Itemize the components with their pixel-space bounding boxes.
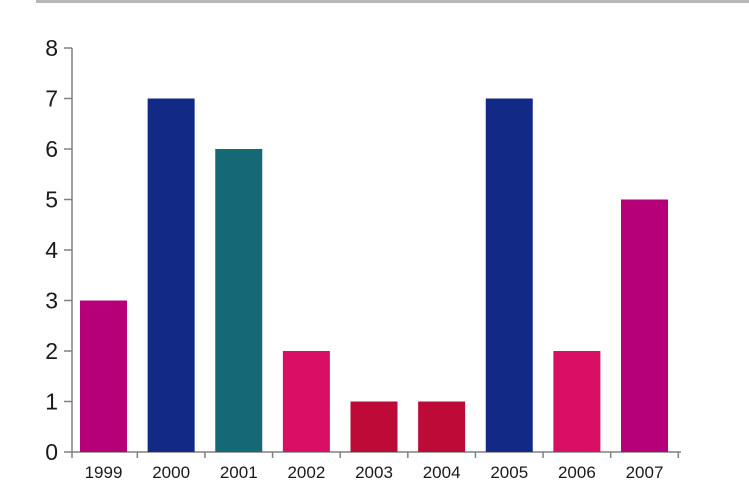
bar-2004 bbox=[418, 401, 466, 452]
x-tick-label: 2003 bbox=[355, 463, 393, 482]
y-tick-label: 7 bbox=[45, 86, 58, 112]
bar-2003 bbox=[350, 401, 398, 452]
bar-2001 bbox=[215, 149, 263, 452]
y-tick-label: 6 bbox=[45, 136, 58, 162]
top-divider-line bbox=[36, 0, 749, 3]
x-tick-label: 2007 bbox=[626, 463, 664, 482]
bars bbox=[80, 98, 668, 452]
y-axis: 0 1 2 3 4 5 6 7 8 bbox=[45, 35, 73, 465]
x-axis: 1999 2000 2001 2002 2003 2004 2005 2006 2007 bbox=[71, 451, 681, 482]
y-tick-label: 8 bbox=[45, 35, 58, 61]
y-tick-label: 3 bbox=[45, 288, 58, 314]
x-tick-label: 2005 bbox=[490, 463, 528, 482]
x-tick-label: 2006 bbox=[558, 463, 596, 482]
bar-2006 bbox=[553, 351, 601, 452]
y-tick-label: 5 bbox=[45, 187, 58, 213]
x-tick-label: 2000 bbox=[152, 463, 190, 482]
x-tick-label: 2004 bbox=[423, 463, 461, 482]
x-tick-label: 2001 bbox=[220, 463, 258, 482]
bar-2000 bbox=[147, 98, 195, 452]
y-tick-label: 1 bbox=[45, 389, 58, 415]
bar-1999 bbox=[80, 300, 127, 452]
bar-2002 bbox=[282, 351, 330, 452]
bar-2005 bbox=[485, 98, 533, 452]
x-tick-label: 2002 bbox=[287, 463, 325, 482]
bar-2007 bbox=[621, 199, 668, 452]
x-tick-label: 1999 bbox=[85, 463, 123, 482]
y-tick-label: 0 bbox=[45, 439, 58, 465]
y-tick-label: 2 bbox=[45, 338, 58, 364]
y-tick-label: 4 bbox=[45, 237, 58, 263]
